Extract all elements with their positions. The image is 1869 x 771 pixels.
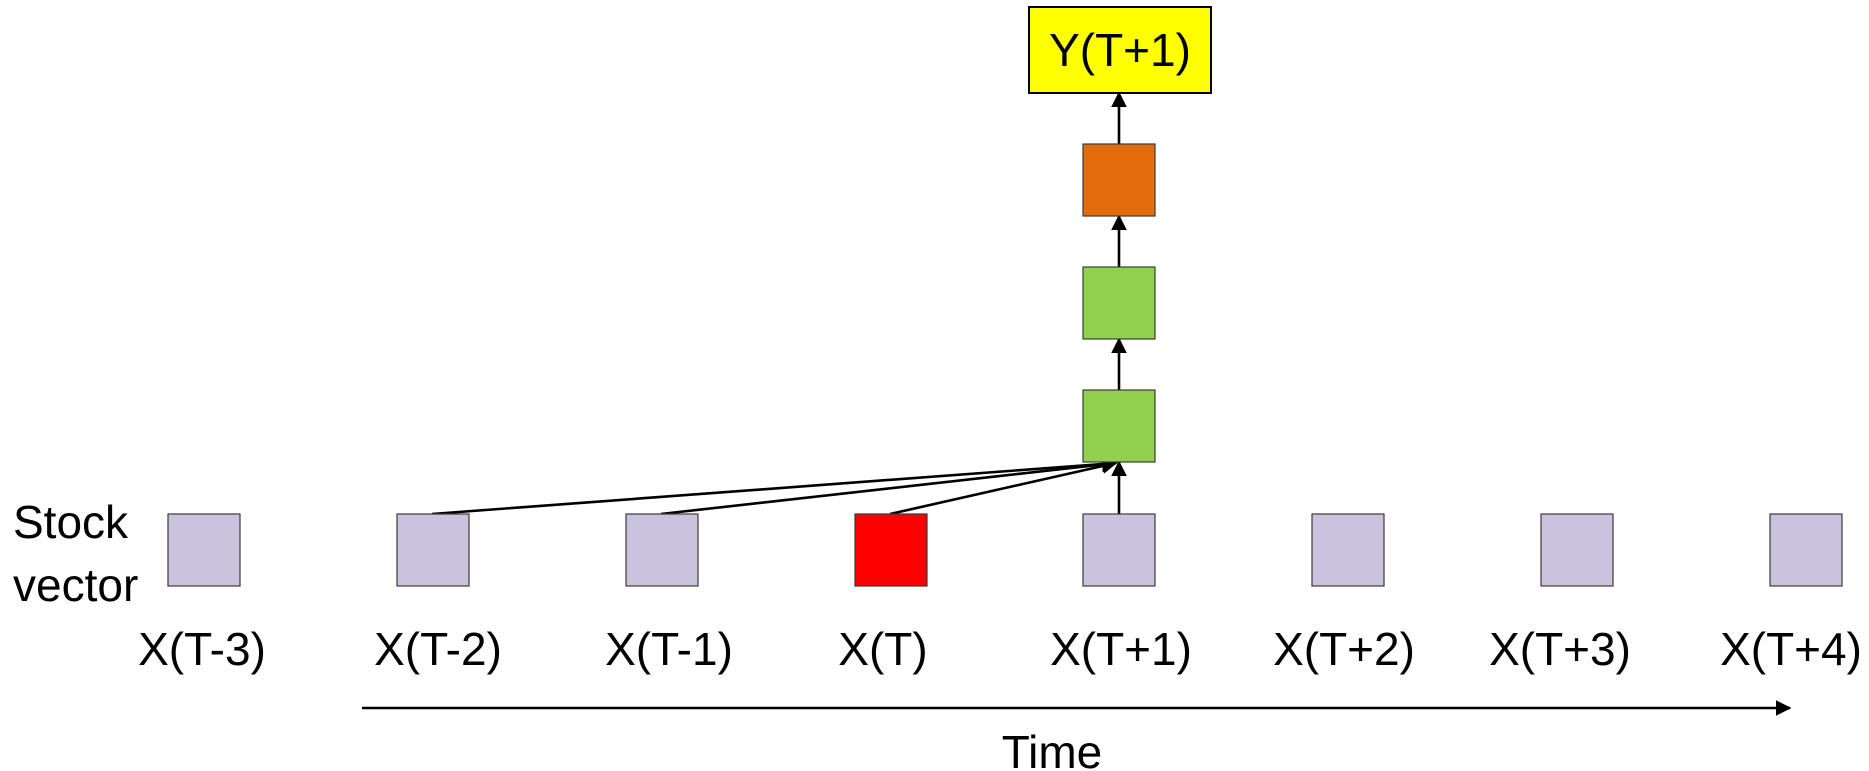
input-node-t-2 (396, 513, 470, 587)
hidden-node-2 (1082, 266, 1156, 340)
context-edges (431, 456, 1118, 516)
side-label-line-1: Stock (13, 496, 129, 548)
timestep-label: X(T+4) (1720, 623, 1862, 675)
hidden-node-1 (1082, 389, 1156, 463)
input-node-t+2 (1311, 513, 1385, 587)
prediction-output: Y(T+1) (1028, 6, 1212, 94)
timestep-label: X(T+3) (1489, 623, 1631, 675)
timestep-label: X(T-3) (138, 623, 266, 675)
input-row (167, 513, 1843, 587)
timestep-labels: X(T-3) X(T-2) X(T-1) X(T) X(T+1) X(T+2) … (138, 623, 1862, 675)
timestep-label: X(T) (838, 623, 927, 675)
timestep-label: X(T+2) (1273, 623, 1415, 675)
timestep-label: X(T+1) (1050, 623, 1192, 675)
input-node-t-3 (167, 513, 241, 587)
node-stack (1082, 143, 1156, 463)
edge-xt-to-hidden-1 (889, 458, 1118, 516)
timestep-label: X(T-1) (605, 623, 733, 675)
edge-xt-2-to-hidden-1 (431, 456, 1118, 516)
output-box (1028, 6, 1212, 94)
input-node-t+3 (1540, 513, 1614, 587)
input-node-t+4 (1769, 513, 1843, 587)
time-axis: Time (362, 700, 1792, 771)
time-axis-label: Time (1002, 726, 1103, 771)
input-node-t-1 (625, 513, 699, 587)
timestep-label: X(T-2) (374, 623, 502, 675)
output-label: Y(T+1) (1049, 24, 1191, 76)
stock-vector-label: Stock vector (13, 496, 138, 611)
side-label-line-2: vector (13, 559, 138, 611)
edge-xt-1-to-hidden-1 (660, 456, 1118, 516)
input-node-t (854, 513, 928, 587)
input-node-t+1 (1082, 513, 1156, 587)
output-node (1082, 143, 1156, 217)
